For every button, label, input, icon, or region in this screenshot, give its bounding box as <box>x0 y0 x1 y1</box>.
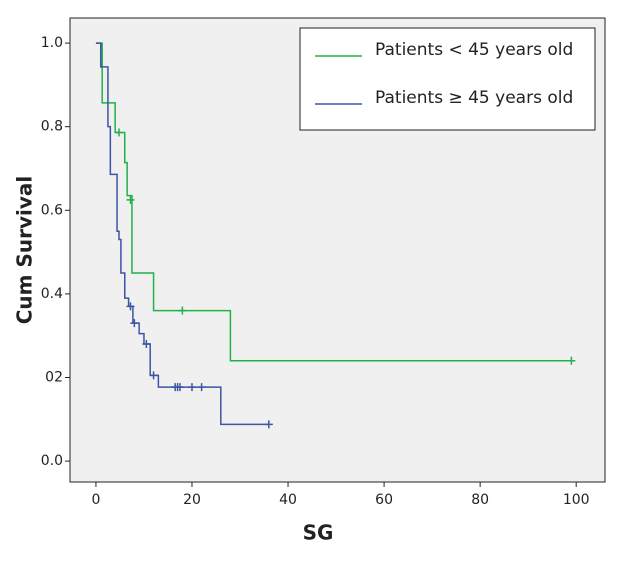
x-axis-label: SG <box>303 521 334 545</box>
y-tick-label: 0.4 <box>41 286 63 302</box>
legend-label: Patients ≥ 45 years old <box>375 88 573 108</box>
y-tick-label: 1.0 <box>41 35 63 51</box>
censor-mark <box>197 383 206 392</box>
censor-mark <box>114 128 123 137</box>
censor-mark <box>126 302 135 311</box>
x-tick-label: 40 <box>279 492 297 508</box>
y-tick-label: 0.8 <box>41 119 63 135</box>
legend-box <box>299 27 596 131</box>
censor-mark <box>142 340 151 349</box>
y-tick-label: 0.0 <box>41 453 63 469</box>
censor-mark <box>264 420 273 429</box>
censor-mark <box>130 319 139 328</box>
y-tick-label: 02 <box>45 369 63 385</box>
y-axis-label: Cum Survival <box>13 176 37 325</box>
x-tick-label: 60 <box>375 492 393 508</box>
x-tick-label: 80 <box>471 492 489 508</box>
censor-mark <box>187 383 196 392</box>
censor-mark <box>149 371 158 380</box>
censor-mark <box>126 195 135 204</box>
x-tick-label: 0 <box>91 492 100 508</box>
x-tick-label: 20 <box>183 492 201 508</box>
censor-mark <box>567 356 576 365</box>
censor-mark <box>175 383 184 392</box>
y-tick-label: 0.6 <box>41 202 63 218</box>
x-tick-label: 100 <box>563 492 590 508</box>
censor-mark <box>178 306 187 315</box>
legend-label: Patients < 45 years old <box>375 40 573 60</box>
